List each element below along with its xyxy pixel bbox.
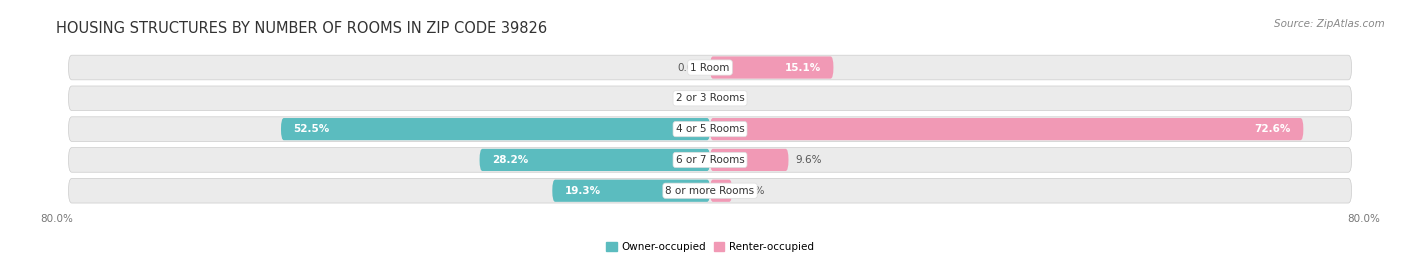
FancyBboxPatch shape <box>69 178 1351 203</box>
FancyBboxPatch shape <box>710 180 733 202</box>
Text: HOUSING STRUCTURES BY NUMBER OF ROOMS IN ZIP CODE 39826: HOUSING STRUCTURES BY NUMBER OF ROOMS IN… <box>56 20 547 36</box>
Text: 8 or more Rooms: 8 or more Rooms <box>665 186 755 196</box>
FancyBboxPatch shape <box>281 118 710 140</box>
Legend: Owner-occupied, Renter-occupied: Owner-occupied, Renter-occupied <box>602 238 818 256</box>
FancyBboxPatch shape <box>479 149 710 171</box>
Text: 72.6%: 72.6% <box>1254 124 1291 134</box>
FancyBboxPatch shape <box>69 86 1351 111</box>
FancyBboxPatch shape <box>69 148 1351 172</box>
Text: 6 or 7 Rooms: 6 or 7 Rooms <box>676 155 744 165</box>
Text: 19.3%: 19.3% <box>565 186 600 196</box>
FancyBboxPatch shape <box>69 117 1351 141</box>
Text: Source: ZipAtlas.com: Source: ZipAtlas.com <box>1274 19 1385 29</box>
Text: 2.7%: 2.7% <box>738 186 765 196</box>
Text: 15.1%: 15.1% <box>785 62 821 73</box>
Text: 28.2%: 28.2% <box>492 155 529 165</box>
Text: 0.0%: 0.0% <box>678 93 703 103</box>
Text: 2 or 3 Rooms: 2 or 3 Rooms <box>676 93 744 103</box>
FancyBboxPatch shape <box>710 56 834 79</box>
Text: 9.6%: 9.6% <box>794 155 821 165</box>
Text: 4 or 5 Rooms: 4 or 5 Rooms <box>676 124 744 134</box>
FancyBboxPatch shape <box>710 118 1303 140</box>
FancyBboxPatch shape <box>69 55 1351 80</box>
Text: 52.5%: 52.5% <box>294 124 329 134</box>
FancyBboxPatch shape <box>710 149 789 171</box>
Text: 0.0%: 0.0% <box>678 62 703 73</box>
Text: 0.0%: 0.0% <box>717 93 742 103</box>
Text: 1 Room: 1 Room <box>690 62 730 73</box>
FancyBboxPatch shape <box>553 180 710 202</box>
